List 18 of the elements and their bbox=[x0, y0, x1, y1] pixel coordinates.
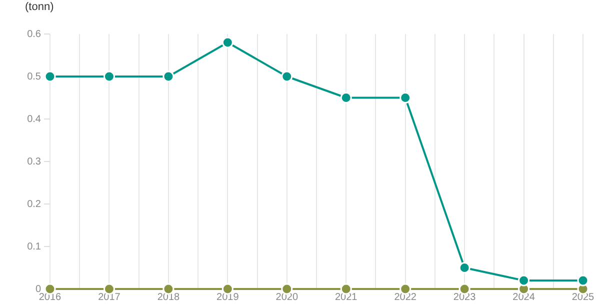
y-tick-label: 0.6 bbox=[27, 28, 42, 40]
y-axis-title: (tonn) bbox=[25, 1, 54, 13]
y-tick-label: 0.2 bbox=[27, 198, 42, 210]
point bbox=[222, 36, 234, 48]
point bbox=[103, 70, 115, 82]
point bbox=[281, 70, 293, 82]
point bbox=[458, 262, 470, 274]
point bbox=[44, 70, 56, 82]
point bbox=[162, 70, 174, 82]
y-tick-label: 0.1 bbox=[27, 241, 42, 252]
y-tick-label: 0 bbox=[35, 284, 42, 295]
point bbox=[518, 274, 530, 286]
point bbox=[577, 274, 589, 286]
point bbox=[340, 92, 352, 104]
y-tick-label: 0.5 bbox=[27, 71, 42, 82]
y-tick-label: 0.4 bbox=[27, 114, 42, 125]
point bbox=[400, 92, 412, 104]
y-tick-label: 0.3 bbox=[27, 156, 42, 168]
